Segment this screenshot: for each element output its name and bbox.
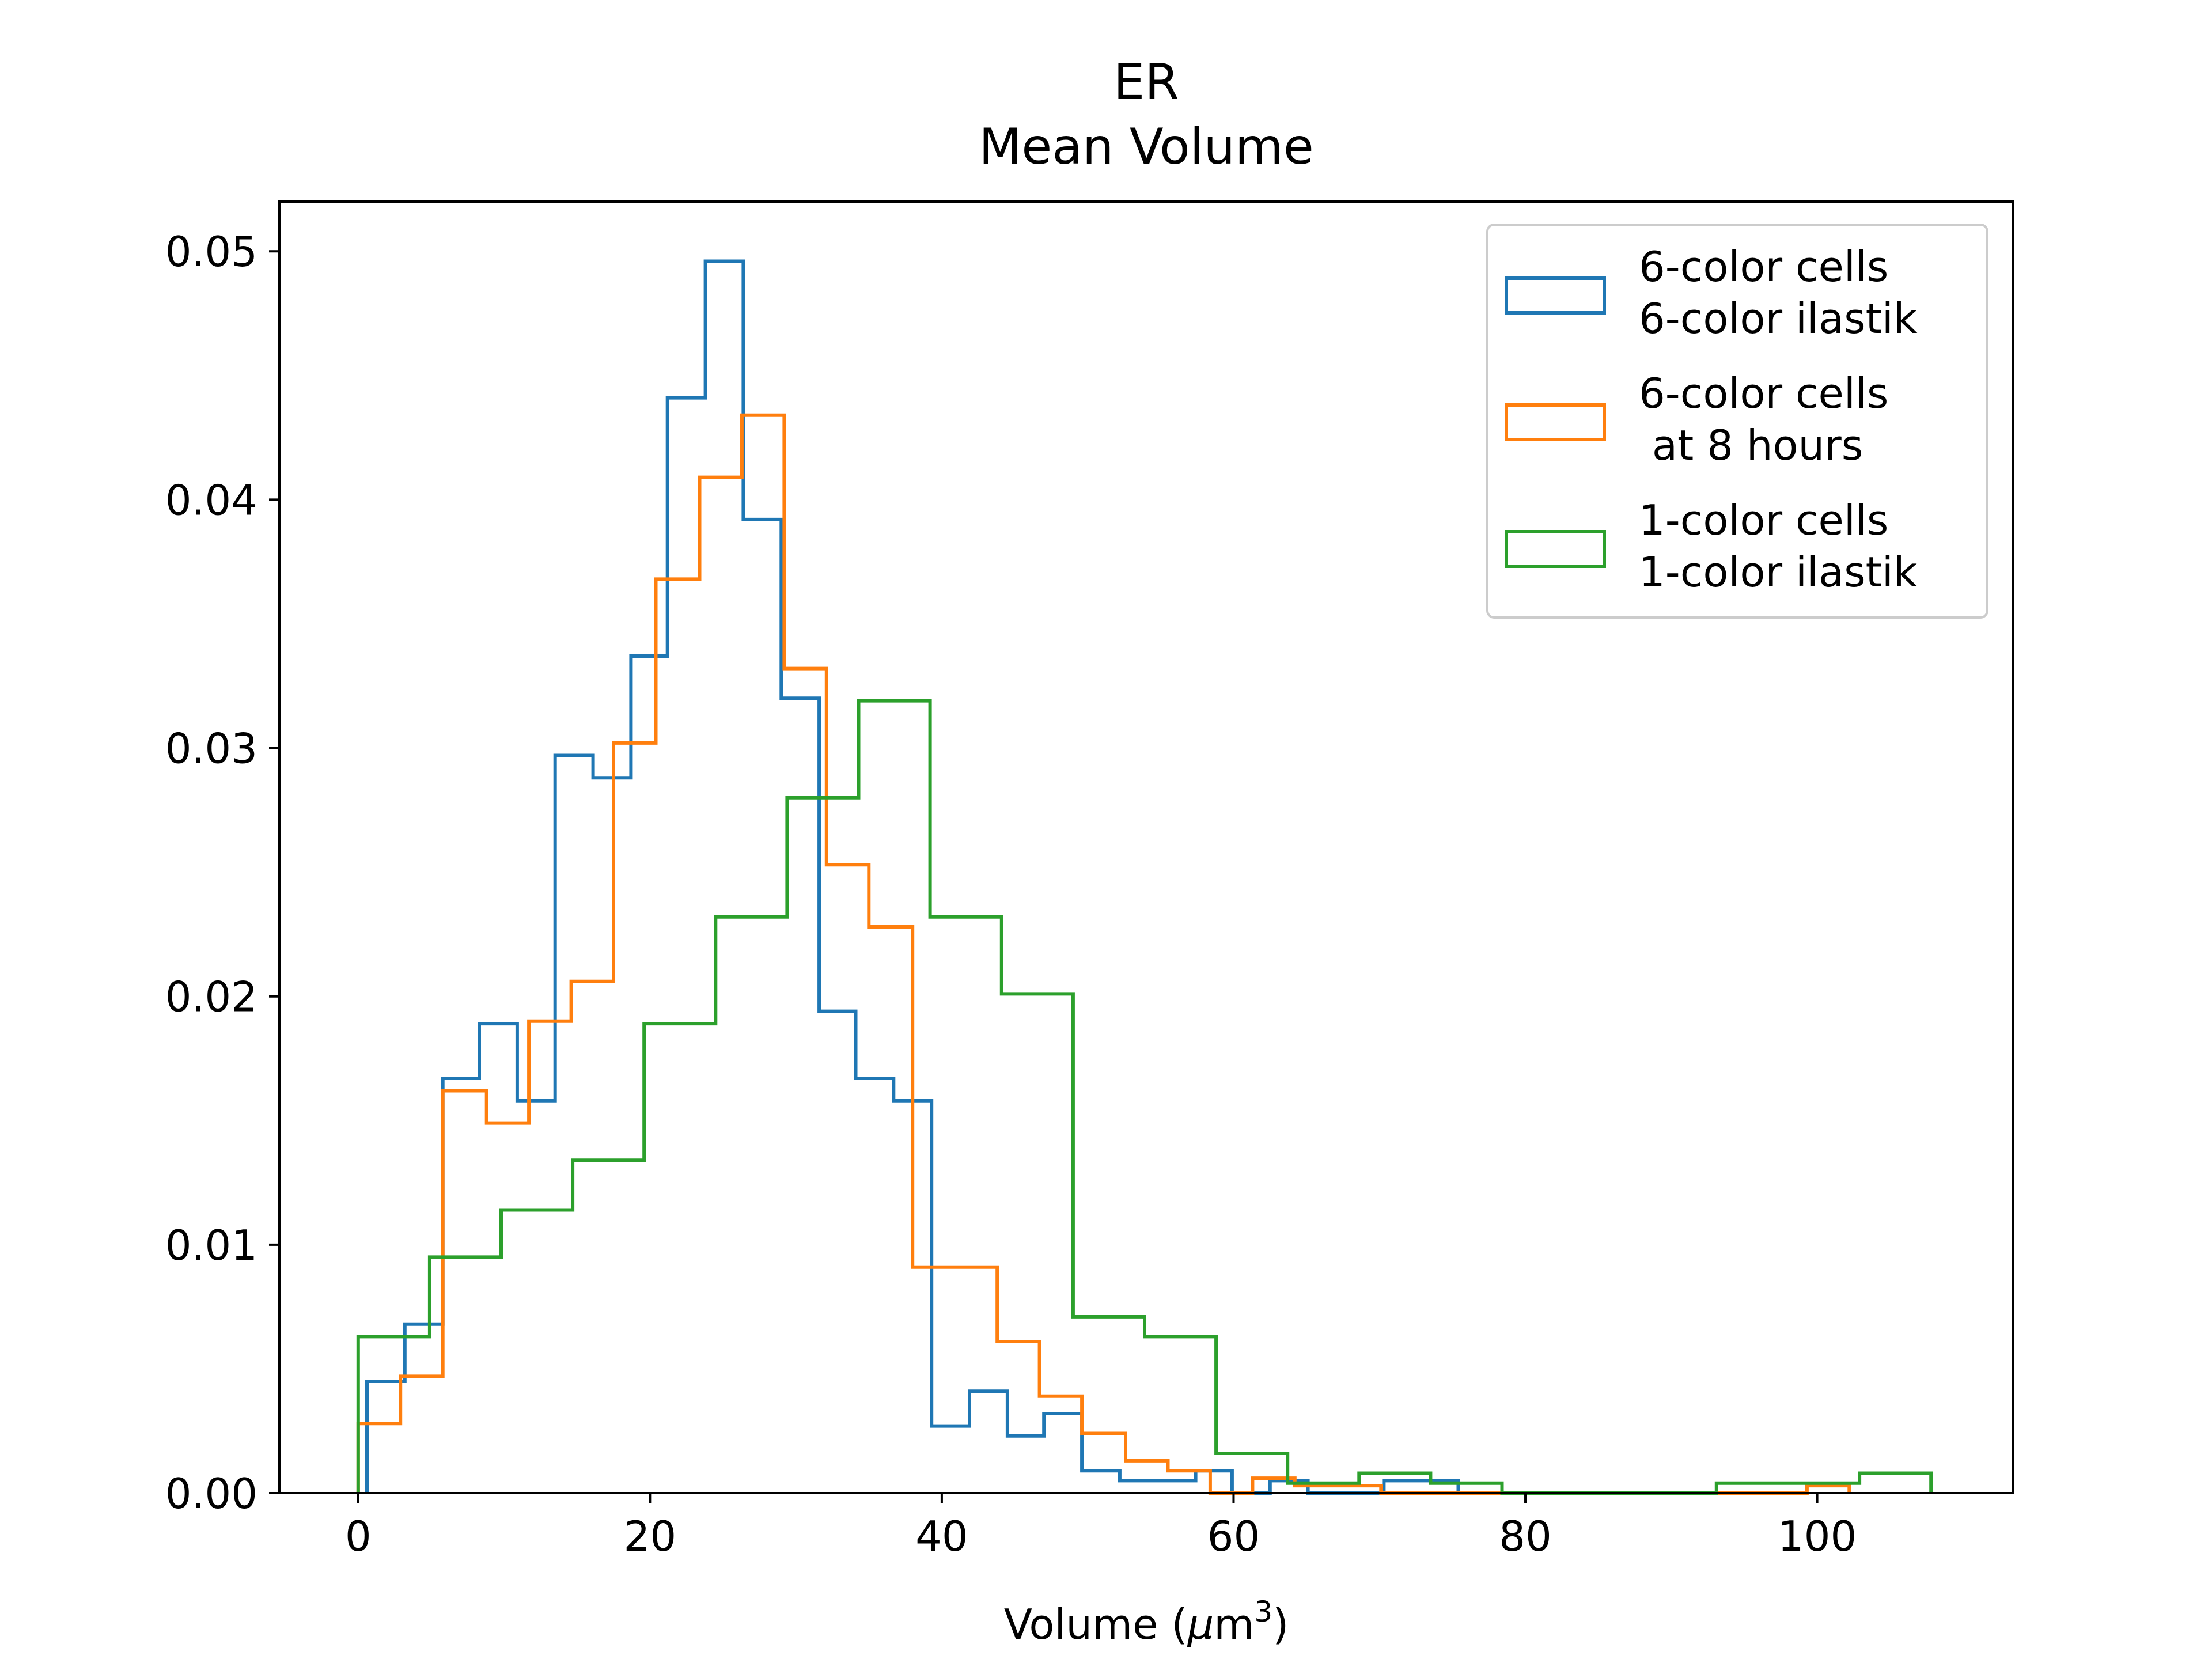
plot-frame	[278, 200, 2014, 1494]
legend-swatch-6-color-8-hours	[1505, 403, 1606, 441]
chart-title-line-1: ER	[1113, 54, 1179, 111]
legend-label-6-color-8-hours-line-2: at 8 hours	[1639, 421, 1863, 469]
x-axis-label-unit: m	[1214, 1600, 1254, 1649]
legend-label-6-color-ilastik-line-1: 6-color cells	[1639, 243, 1888, 291]
x-tick-label: 100	[1778, 1512, 1857, 1560]
x-axis-label-prefix: Volume (	[1004, 1600, 1188, 1649]
legend-label-6-color-8-hours-line-1: 6-color cells	[1639, 369, 1888, 418]
x-axis-label-mu: μ	[1187, 1600, 1214, 1649]
x-tick-label: 60	[1207, 1512, 1260, 1560]
legend-frame	[1486, 224, 1988, 619]
legend-label-1-color-ilastik-line-1: 1-color cells	[1639, 496, 1888, 544]
legend-swatch-6-color-ilastik	[1505, 276, 1606, 315]
y-tick-label: 0.02	[165, 973, 257, 1021]
x-axis-label-exponent: 3	[1254, 1595, 1272, 1628]
x-tick-label: 20	[624, 1512, 677, 1560]
legend-swatch-1-color-ilastik	[1505, 530, 1606, 568]
y-tick-label: 0.01	[165, 1221, 257, 1270]
chart-title-line-2: Mean Volume	[979, 118, 1314, 176]
x-axis-label: Volume (μm3)	[1004, 1595, 1289, 1649]
x-tick-label: 0	[345, 1512, 372, 1560]
legend: 6-color cells 6-color ilastik 6-color ce…	[1486, 224, 1988, 619]
y-tick-label: 0.05	[165, 228, 257, 276]
y-tick-label: 0.03	[165, 725, 257, 773]
legend-label-6-color-ilastik-line-2: 6-color ilastik	[1639, 294, 1918, 343]
x-axis-label-suffix: )	[1272, 1600, 1289, 1649]
y-tick-label: 0.00	[165, 1469, 257, 1518]
legend-label-1-color-ilastik-line-2: 1-color ilastik	[1639, 548, 1918, 596]
x-tick-label: 80	[1499, 1512, 1552, 1560]
tick-layer: 0 20 40 60 80 100 0.00 0.01 0.02 0.03 0.04 0.05	[165, 228, 1857, 1560]
y-tick-label: 0.04	[165, 476, 257, 524]
x-tick-label: 40	[915, 1512, 968, 1560]
